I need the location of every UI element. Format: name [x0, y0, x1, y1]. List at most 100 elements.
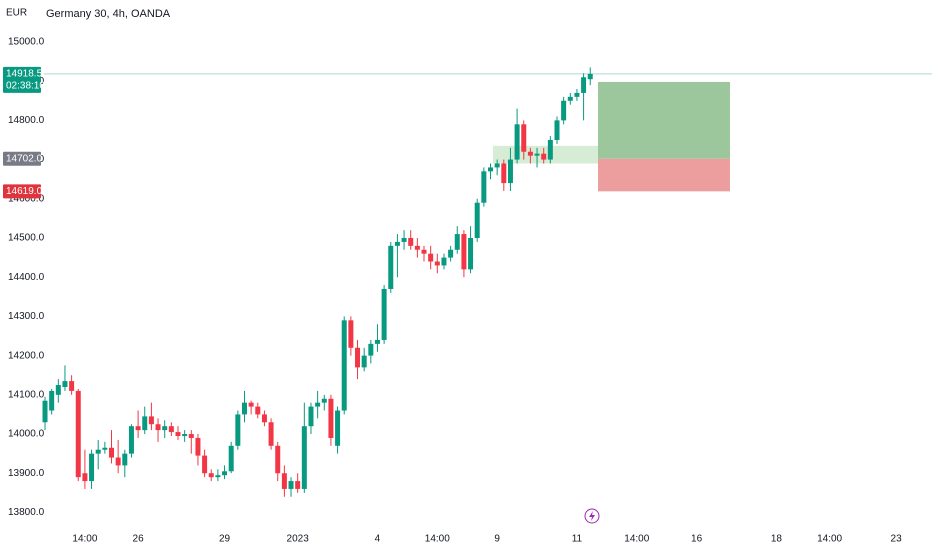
candle-body — [421, 249, 427, 254]
candle-body — [448, 249, 454, 258]
y-tick-label: 14800.0 — [8, 115, 45, 126]
candle-body — [228, 445, 234, 472]
x-tick-label: 14:00 — [817, 534, 842, 545]
x-tick-label: 18 — [771, 534, 783, 545]
price-label: 14619.0 — [6, 186, 43, 197]
candle-body — [295, 481, 301, 489]
countdown: 02:38:10 — [6, 81, 45, 92]
candle-body — [488, 167, 494, 172]
candle-body — [541, 153, 547, 160]
candle-body — [62, 381, 68, 387]
candle-body — [162, 426, 168, 431]
candle-body — [315, 402, 321, 407]
y-tick-label: 14400.0 — [8, 272, 45, 283]
candle-body — [388, 245, 394, 289]
candle-body — [122, 453, 128, 466]
candle-body — [454, 234, 460, 250]
y-tick-label: 14300.0 — [8, 311, 45, 322]
y-tick-label: 13900.0 — [8, 468, 45, 479]
candle-body — [534, 153, 540, 156]
candle-body — [574, 92, 580, 97]
candle-body — [155, 424, 161, 431]
candle-body — [514, 124, 520, 160]
y-tick-label: 14600.0 — [8, 193, 45, 204]
candle-body — [335, 410, 341, 446]
candle-body — [102, 447, 108, 450]
candle-body — [355, 347, 361, 368]
candle-body — [547, 139, 553, 160]
candle-body — [494, 163, 500, 168]
candle-body — [581, 77, 587, 93]
candle-body — [394, 241, 400, 246]
candle-body — [441, 257, 447, 266]
candle-body — [128, 426, 134, 454]
x-tick-label: 29 — [219, 534, 231, 545]
candle-body — [521, 124, 527, 152]
x-tick-label: 23 — [891, 534, 903, 545]
candle-body — [135, 426, 141, 431]
candle-body — [328, 398, 334, 438]
realtime-icon — [584, 508, 600, 524]
candle-body — [468, 237, 474, 270]
candle-body — [414, 245, 420, 250]
candle-body — [321, 398, 327, 403]
candle-body — [55, 385, 61, 395]
candle-body — [567, 96, 573, 101]
candle-body — [235, 414, 241, 446]
candle-body — [82, 473, 88, 482]
candle-body — [261, 414, 267, 423]
candle-body — [281, 473, 287, 489]
candle-body — [248, 402, 254, 407]
price-label: 14918.5 — [6, 69, 43, 80]
x-tick-label: 14:00 — [624, 534, 649, 545]
candle-body — [168, 426, 174, 433]
candle-body — [202, 455, 208, 474]
y-tick-label: 14000.0 — [8, 429, 45, 440]
candle-body — [428, 253, 434, 262]
candle-body — [461, 234, 467, 270]
price-label-bg — [3, 184, 41, 199]
candle-body — [255, 406, 261, 415]
candle-body — [341, 320, 347, 411]
candle-body — [434, 261, 440, 266]
candle-body — [481, 171, 487, 203]
y-tick-label: 13800.0 — [8, 507, 45, 518]
candle-body — [148, 416, 154, 425]
candle-body — [109, 447, 115, 458]
candle-body — [241, 402, 247, 415]
candle-body — [115, 457, 121, 466]
y-tick-label: 15000.0 — [8, 37, 45, 48]
candle-body — [42, 400, 48, 423]
candle-body — [301, 426, 307, 489]
candle-body — [75, 390, 81, 478]
x-tick-label: 11 — [572, 534, 583, 545]
candle-body — [195, 437, 201, 456]
candle-body — [408, 237, 414, 246]
chart-title: Germany 30, 4h, OANDA — [46, 8, 171, 20]
loss-zone — [598, 158, 730, 192]
y-tick-label: 14500.0 — [8, 233, 45, 244]
x-tick-label: 4 — [375, 534, 381, 545]
candle-body — [49, 390, 55, 411]
candle-body — [348, 320, 354, 348]
currency: EUR — [6, 8, 27, 19]
candle-body — [527, 151, 533, 156]
x-tick-label: 16 — [691, 534, 703, 545]
candle-body — [501, 163, 507, 184]
price-label: 14702.0 — [6, 153, 43, 164]
candle-body — [175, 432, 181, 436]
candle-body — [215, 475, 221, 478]
candle-body — [288, 481, 294, 489]
x-tick-label: 9 — [494, 534, 500, 545]
candle-body — [587, 73, 593, 80]
candle-body — [69, 381, 75, 391]
candle-body — [361, 355, 367, 368]
candle-body — [381, 288, 387, 340]
candle-body — [95, 449, 101, 454]
x-tick-label: 14:00 — [425, 534, 450, 545]
candle-body — [474, 202, 480, 238]
price-label-bg — [3, 66, 41, 93]
candle-body — [401, 237, 407, 242]
candle-body — [368, 343, 374, 356]
